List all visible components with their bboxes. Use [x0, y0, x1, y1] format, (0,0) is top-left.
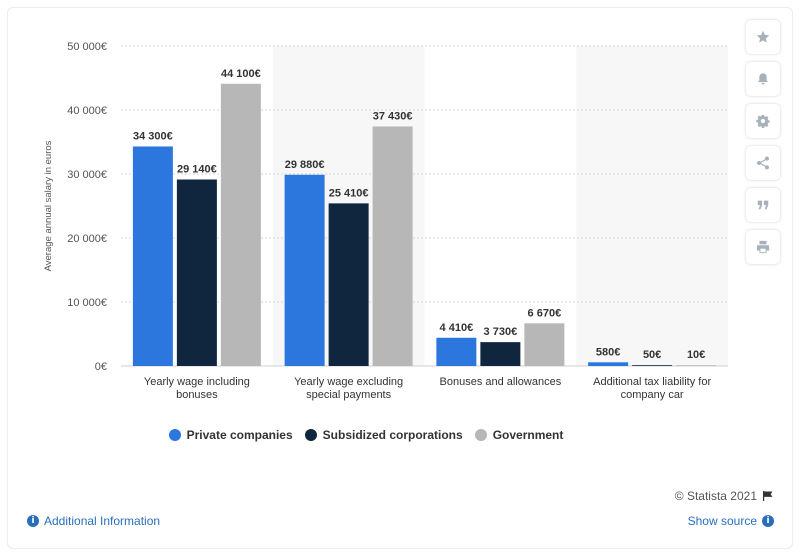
favorite-button[interactable]: [746, 20, 780, 54]
data-label: 3 730€: [484, 326, 518, 338]
bar: [284, 174, 325, 366]
x-tick-label: company car: [621, 389, 684, 401]
bar: [372, 126, 413, 366]
bar: [524, 323, 565, 366]
y-tick-label: 40 000€: [67, 105, 107, 117]
star-icon: [756, 30, 770, 43]
cite-button[interactable]: [746, 188, 780, 222]
legend-item-subsidized-corporations[interactable]: Subsidized corporations: [304, 428, 463, 442]
y-tick-label: 0€: [95, 361, 107, 373]
legend-label: Subsidized corporations: [322, 428, 463, 442]
data-label: 25 410€: [329, 187, 369, 199]
bar: [632, 365, 673, 366]
legend-dot-private: [168, 429, 181, 441]
bar: [328, 203, 369, 366]
y-tick-label: 10 000€: [67, 297, 107, 309]
x-tick-label: Bonuses and allowances: [440, 376, 562, 388]
y-tick-label: 50 000€: [67, 41, 107, 53]
legend-label: Government: [492, 428, 564, 442]
bar: [176, 179, 217, 366]
x-tick-label: bonuses: [176, 389, 218, 401]
bar: [588, 362, 629, 366]
info-icon: i: [27, 515, 39, 527]
data-label: 37 430€: [373, 110, 413, 122]
share-button[interactable]: [746, 146, 780, 180]
data-label: 44 100€: [221, 68, 261, 80]
show-source-link[interactable]: Show source i: [688, 514, 774, 528]
credit-text: © Statista 2021: [674, 489, 757, 503]
legend-dot-government: [474, 429, 487, 441]
legend-dot-subsidized: [304, 429, 317, 441]
data-label: 580€: [596, 346, 620, 358]
settings-button[interactable]: [746, 104, 780, 138]
legend-label: Private companies: [186, 428, 293, 442]
notification-button[interactable]: [746, 62, 780, 96]
x-tick-label: Yearly wage excluding: [294, 376, 403, 388]
y-tick-label: 20 000€: [67, 233, 107, 245]
x-tick-label: special payments: [306, 389, 391, 401]
legend-item-private-companies[interactable]: Private companies: [168, 428, 293, 442]
bell-icon: [757, 73, 769, 85]
data-label: 50€: [643, 349, 661, 361]
flag-icon: [763, 491, 773, 501]
x-tick-label: Yearly wage including: [144, 376, 250, 388]
bar: [676, 365, 717, 366]
data-label: 4 410€: [440, 322, 474, 334]
x-tick-label: Additional tax liability for: [593, 376, 711, 388]
data-label: 29 880€: [285, 159, 325, 171]
category-band: [576, 46, 728, 366]
statista-credit[interactable]: © Statista 2021: [675, 489, 774, 503]
bar: [436, 337, 477, 366]
print-button[interactable]: [746, 230, 780, 264]
quote-icon: [757, 200, 769, 210]
additional-information-link[interactable]: i Additional Information: [27, 514, 160, 528]
additional-information-label: Additional Information: [44, 514, 161, 528]
share-icon: [757, 156, 769, 170]
data-label: 29 140€: [177, 164, 217, 176]
y-tick-label: 30 000€: [67, 169, 107, 181]
data-label: 34 300€: [133, 130, 173, 142]
data-label: 6 670€: [528, 307, 562, 319]
bar: [132, 146, 173, 366]
gear-icon: [756, 114, 770, 128]
y-axis-label: Average annual salary in euros: [43, 140, 54, 271]
data-label: 10€: [687, 349, 705, 361]
info-icon: i: [762, 515, 774, 527]
legend-item-government[interactable]: Government: [474, 428, 564, 442]
bar: [480, 342, 521, 366]
bar: [220, 83, 261, 366]
chart-legend: Private companies Subsidized corporation…: [0, 428, 732, 442]
show-source-label: Show source: [687, 514, 757, 528]
print-icon: [756, 240, 770, 254]
